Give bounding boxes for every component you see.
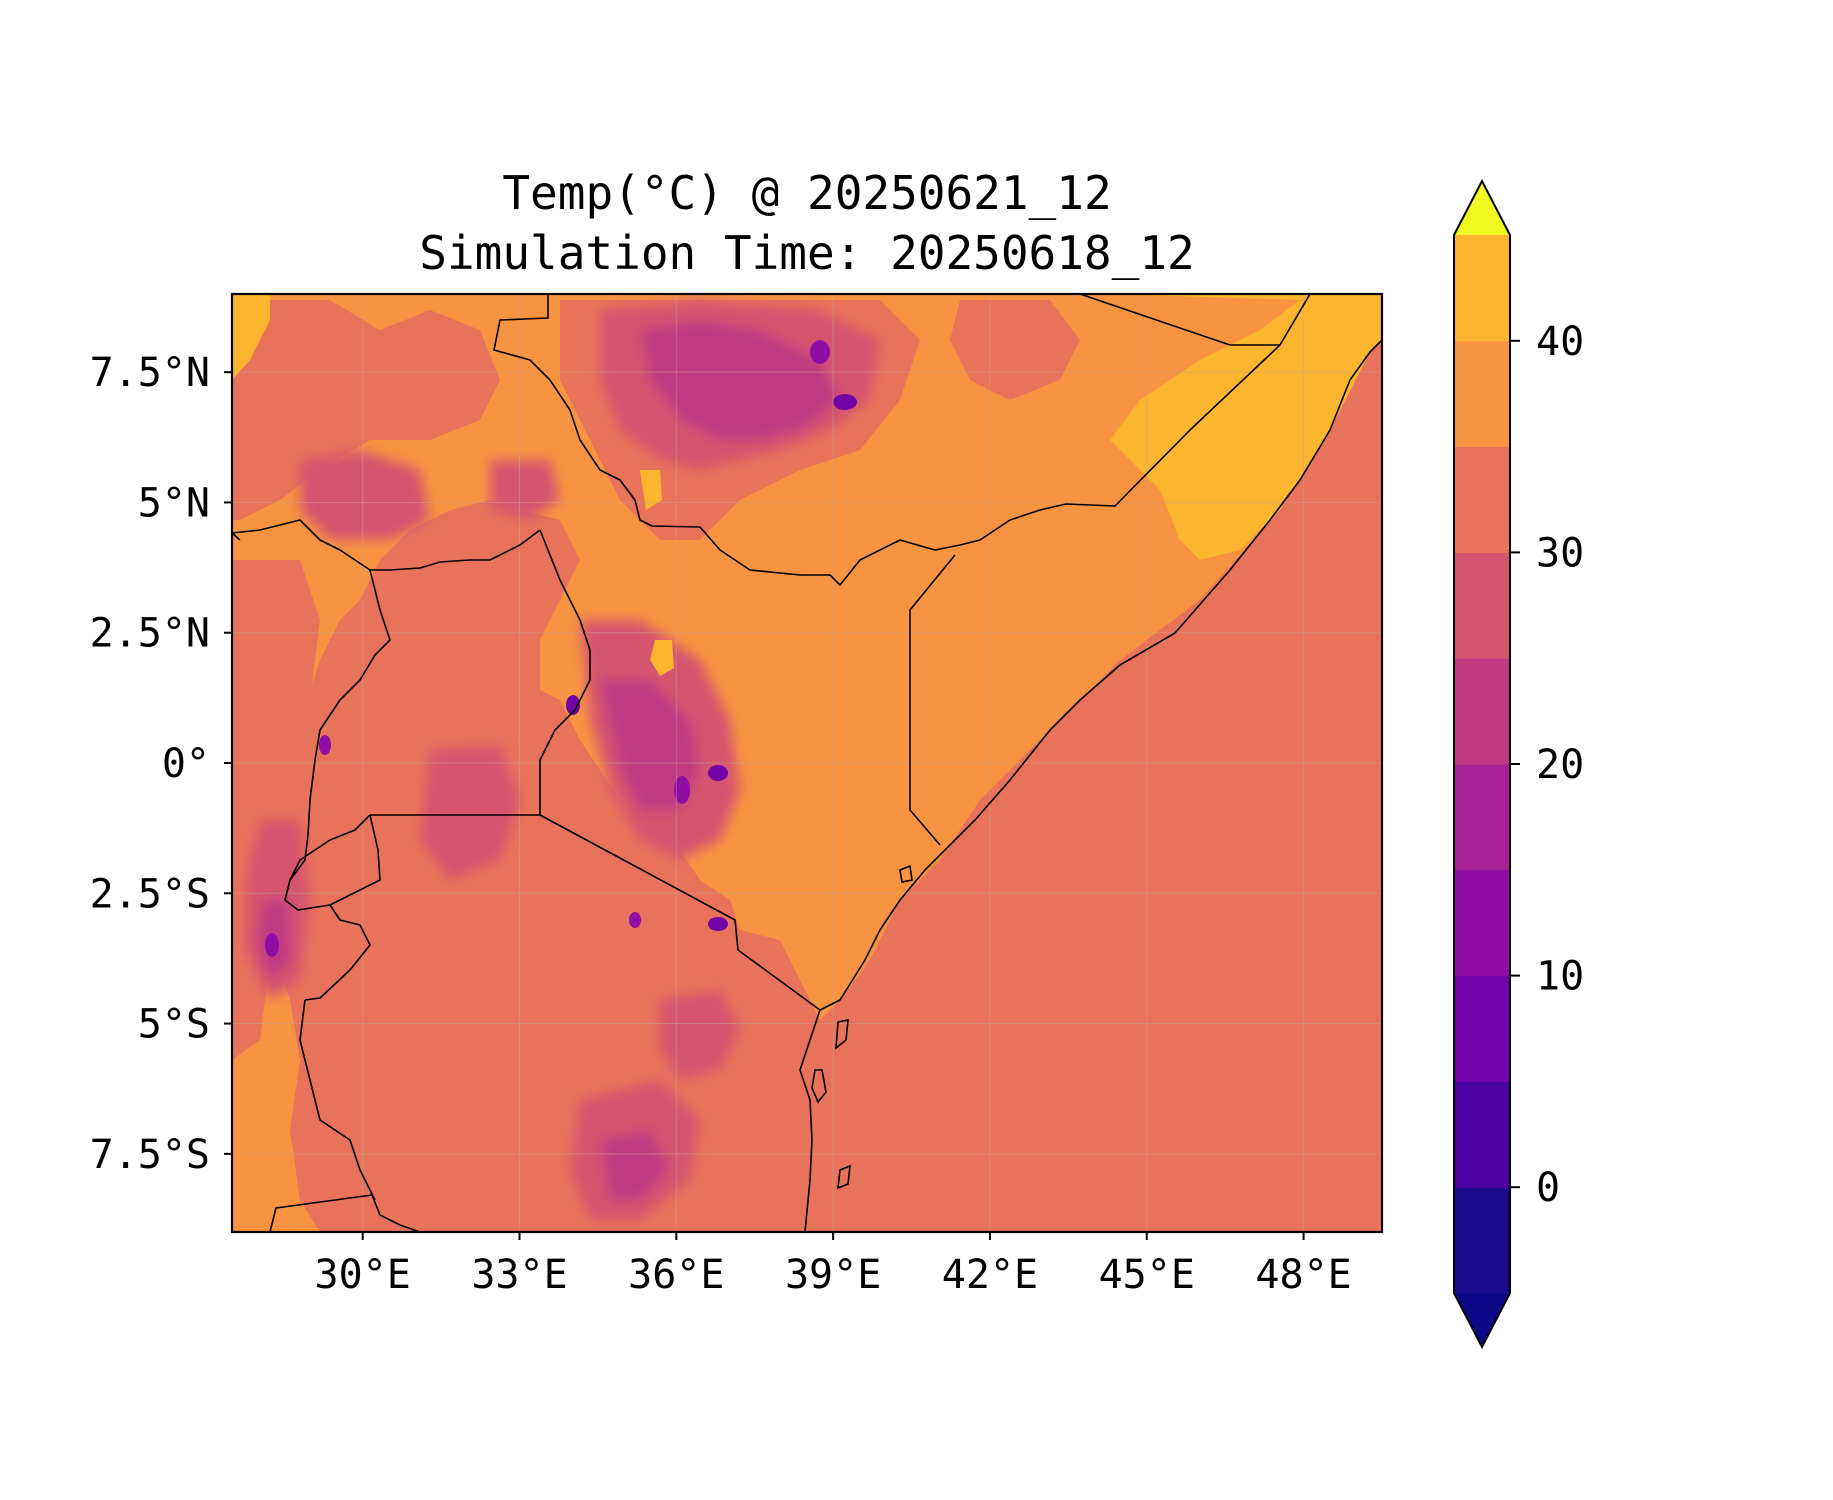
border-drc-uganda	[307, 569, 391, 836]
border-ethiopia-somalia-north	[1079, 294, 1280, 346]
hot-lake-turkana	[640, 470, 662, 510]
plot-title-line-2: Simulation Time: 20250618_12	[419, 226, 1195, 280]
border-kenya-uganda	[539, 529, 591, 815]
border-lake-tanganyika-east	[299, 999, 376, 1201]
colorbar-bin	[1454, 1081, 1510, 1188]
border-south-sudan-ethiopia	[493, 294, 1311, 586]
colorbar: 0 10 20 30 40	[1453, 178, 1584, 1350]
y-tick-label: 7.5°S	[90, 1132, 210, 1178]
colorbar-bin	[1454, 552, 1510, 659]
border-rwanda-burundi	[284, 814, 381, 911]
colorbar-outline	[1453, 178, 1511, 1350]
border-sudan-uganda	[232, 519, 541, 571]
temperate-patch-north	[232, 300, 500, 520]
colorbar-extend-min	[1454, 1293, 1510, 1347]
colorbar-tick-label: 30	[1536, 530, 1584, 576]
colorbar-bin	[1454, 869, 1510, 977]
y-tick-label: 5°N	[138, 480, 210, 526]
y-tick-label: 0°	[162, 741, 210, 787]
colorbar-bin	[1454, 975, 1510, 1082]
x-tick-label: 39°E	[785, 1252, 881, 1298]
x-tick-label: 45°E	[1099, 1252, 1195, 1298]
hot-interior-kenya	[650, 640, 674, 676]
colorbar-bin	[1454, 1187, 1510, 1294]
x-tick-label: 33°E	[471, 1252, 567, 1298]
colorbar-bin	[1454, 764, 1510, 871]
pemba-island	[811, 1069, 827, 1104]
x-axis: 30°E 33°E 36°E 39°E 42°E 45°E 48°E	[315, 1232, 1352, 1298]
colorbar-tick-label: 20	[1536, 742, 1584, 788]
x-tick-label: 30°E	[315, 1252, 411, 1298]
colorbar-tick-label: 0	[1536, 1165, 1560, 1211]
y-tick-label: 5°S	[138, 1002, 210, 1048]
cold-peaks	[265, 340, 857, 957]
colorbar-bin	[1454, 340, 1510, 448]
border-drc-tanzania-lake	[289, 834, 309, 881]
border-burundi-tanzania	[304, 904, 371, 1001]
colorbar-extend-max	[1454, 181, 1510, 235]
mafia-island	[837, 1164, 851, 1190]
border-tanzania-zambia	[269, 1194, 421, 1232]
x-tick-label: 48°E	[1255, 1252, 1351, 1298]
y-axis: 7.5°N 5°N 2.5°N 0° 2.5°S 5°S 7.5°S	[90, 350, 232, 1178]
colorbar-bin	[1454, 446, 1510, 553]
y-tick-label: 7.5°N	[90, 350, 210, 396]
islands	[811, 864, 913, 1190]
colorbar-bin	[1454, 658, 1510, 765]
grid-lines	[232, 294, 1382, 1232]
lamu-islands	[899, 864, 913, 883]
country-borders	[232, 294, 1382, 1232]
zanzibar-island	[835, 1019, 849, 1050]
border-west-drc	[232, 532, 241, 541]
temperate-patch-uganda	[360, 560, 540, 770]
colorbar-tick-label: 40	[1536, 319, 1584, 365]
hot-northwest-corner	[232, 294, 270, 380]
highland-cool-zones	[245, 300, 880, 1220]
hot-lowland-region	[232, 294, 1382, 1232]
border-kenya-tanzania	[539, 814, 821, 1011]
temperature-field	[232, 294, 1382, 1232]
colorbar-tick-label: 10	[1536, 954, 1584, 1000]
y-tick-label: 2.5°S	[90, 871, 210, 917]
hot-somalia-corridor	[1110, 294, 1382, 560]
x-tick-label: 42°E	[942, 1252, 1038, 1298]
coastline	[799, 339, 1382, 1232]
border-kenya-somalia	[909, 554, 956, 846]
temperate-patch-eastern-ethiopia	[950, 300, 1080, 400]
plot-title-line-1: Temp(°C) @ 20250621_12	[502, 166, 1112, 220]
y-tick-label: 2.5°N	[90, 611, 210, 657]
colorbar-bin	[1454, 235, 1510, 342]
x-tick-label: 36°E	[628, 1252, 724, 1298]
